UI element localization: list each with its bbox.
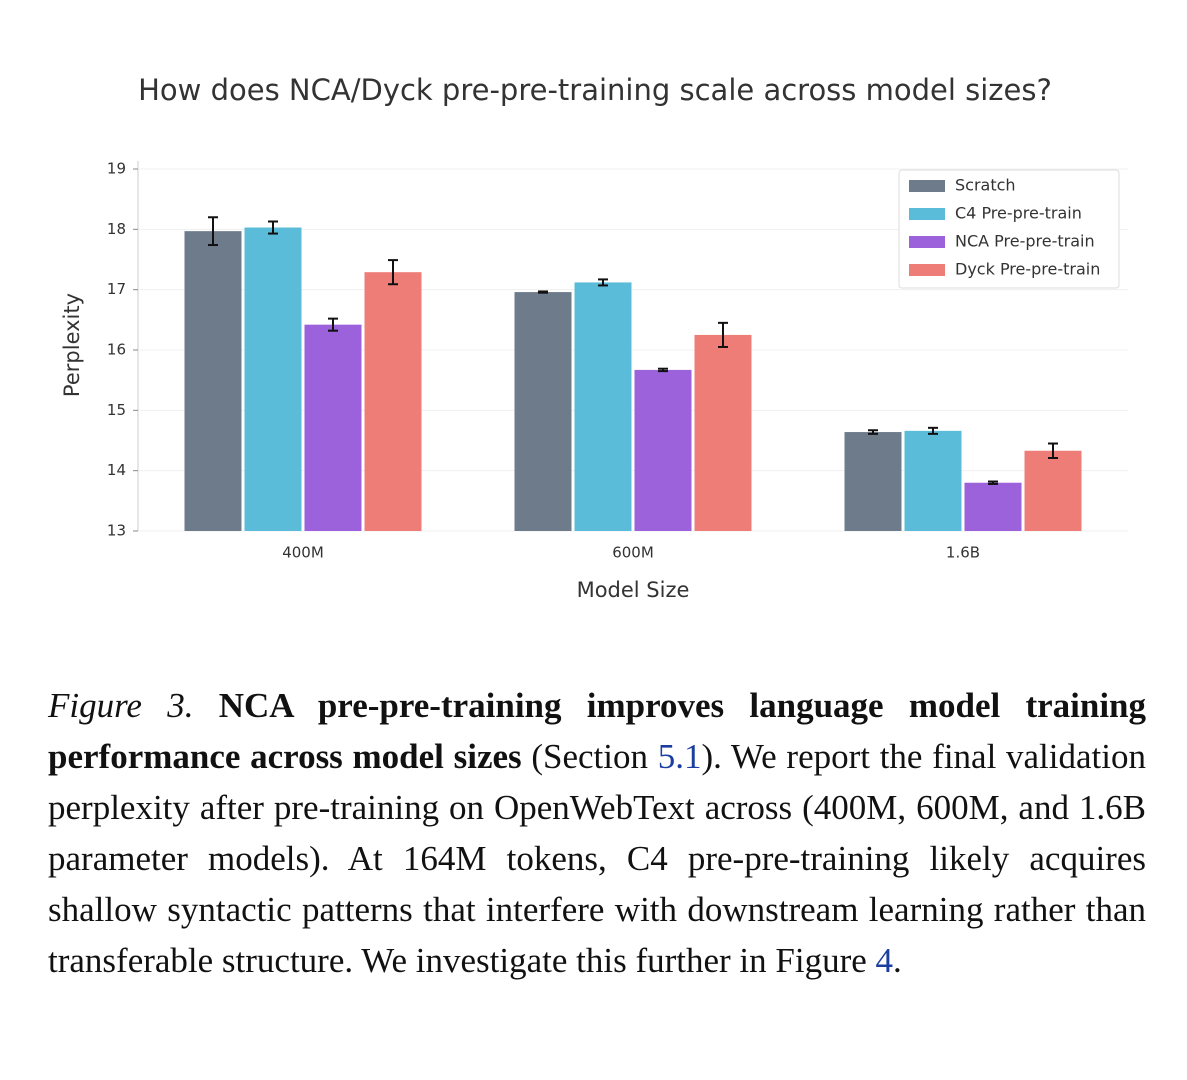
bar [244,227,302,532]
y-tick-label: 17 [107,280,126,298]
bar [184,231,242,532]
legend-label: Dyck Pre-pre-train [955,260,1100,279]
y-tick-label: 15 [107,401,126,419]
legend-label: NCA Pre-pre-train [955,232,1095,251]
y-tick-label: 16 [107,341,126,359]
caption-text: (Section [521,737,658,776]
error-bar [598,278,608,287]
legend-swatch [909,264,945,276]
error-bar [988,480,998,485]
bar [964,482,1022,531]
legend-label: C4 Pre-pre-train [955,204,1082,223]
bar [904,430,962,531]
error-bar [208,216,218,247]
caption-ref[interactable]: 5.1 [657,737,702,776]
y-tick-label: 14 [107,461,126,479]
x-tick-label: 400M [282,544,324,562]
legend-swatch [909,236,945,248]
error-bar [718,321,728,348]
caption-label: Figure 3. [48,686,194,725]
caption-title: NCA pre-pre-training improves language m… [48,686,1147,776]
bar [364,272,422,531]
legend-swatch [909,208,945,220]
y-tick-label: 13 [107,522,126,540]
error-bar [268,220,278,235]
legend-box [898,169,1120,289]
error-bar [868,429,878,435]
caption-text: ). We report the final validation perple… [48,737,1146,980]
error-bar [1048,442,1058,459]
chart: How does NCA/Dyck pre-pre-training scale… [60,73,1128,602]
error-bar [538,290,548,294]
caption-text: . [893,941,902,980]
bar [574,282,632,531]
caption: Figure 3. NCA pre-pre-training improves … [48,680,1146,986]
bar [304,324,362,531]
y-axis-label: Perplexity [60,293,84,397]
error-bar [388,259,398,286]
error-bar [328,317,338,332]
x-axis-label: Model Size [577,578,690,602]
caption-ref[interactable]: 4 [875,941,894,980]
bar [1024,450,1082,531]
x-tick-label: 1.6B [946,544,980,562]
error-bar [658,367,668,373]
y-tick-label: 18 [107,220,126,238]
bar [694,334,752,531]
legend-swatch [909,180,945,192]
bar [514,292,572,531]
error-bar [928,426,938,435]
chart-title: How does NCA/Dyck pre-pre-training scale… [138,73,1052,107]
bar [634,369,692,531]
bar [844,432,902,531]
legend-label: Scratch [955,176,1016,195]
y-tick-label: 19 [107,160,126,178]
x-tick-label: 600M [612,544,654,562]
